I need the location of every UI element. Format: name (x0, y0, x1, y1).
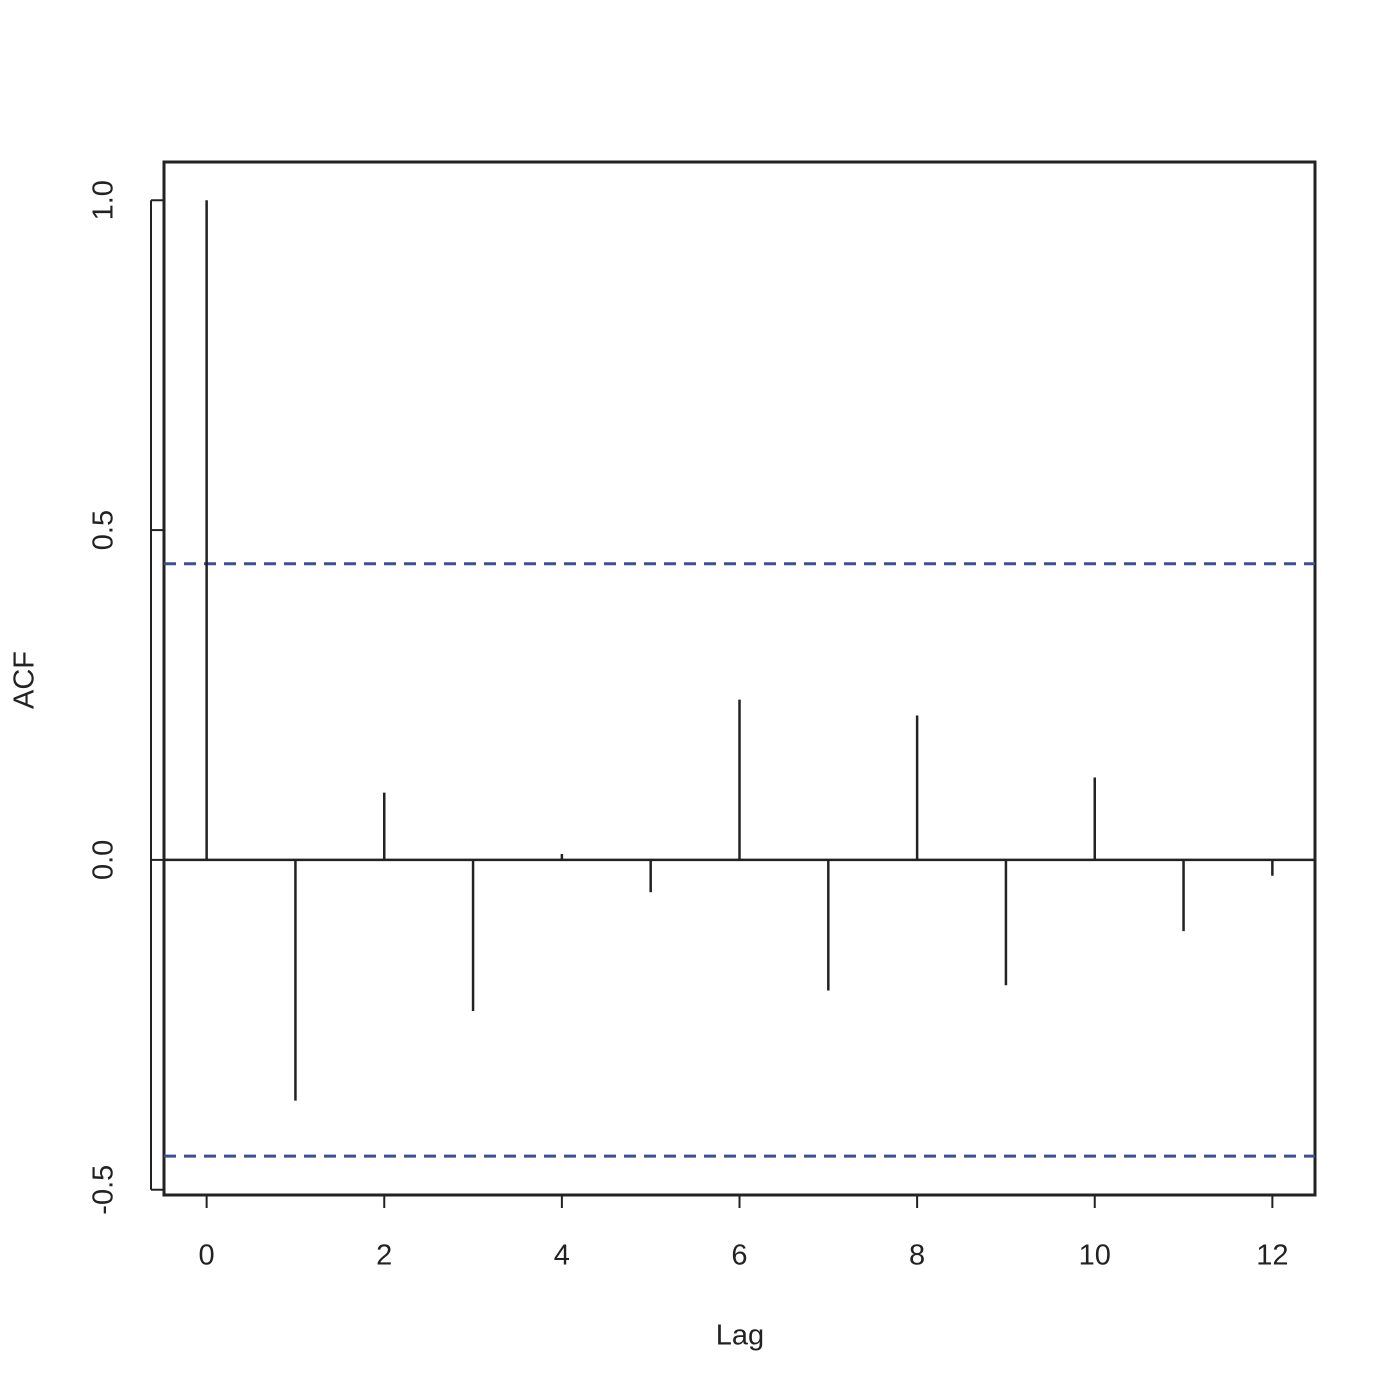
x-tick-label: 6 (731, 1240, 747, 1272)
x-axis-label: Lag (716, 1320, 764, 1352)
x-tick-label: 0 (199, 1240, 215, 1272)
y-tick-label: 0.5 (88, 510, 120, 550)
x-tick-label: 10 (1079, 1240, 1111, 1272)
x-tick-label: 2 (376, 1240, 392, 1272)
x-tick-label: 4 (554, 1240, 570, 1272)
x-tick-label: 8 (909, 1240, 925, 1272)
y-axis-label: ACF (9, 651, 41, 709)
y-tick-label: 1.0 (88, 180, 120, 220)
y-tick-label: -0.5 (88, 1165, 120, 1215)
x-tick-label: 12 (1256, 1240, 1288, 1272)
plot-frame (162, 160, 1317, 1197)
y-tick-label: 0.0 (88, 840, 120, 880)
